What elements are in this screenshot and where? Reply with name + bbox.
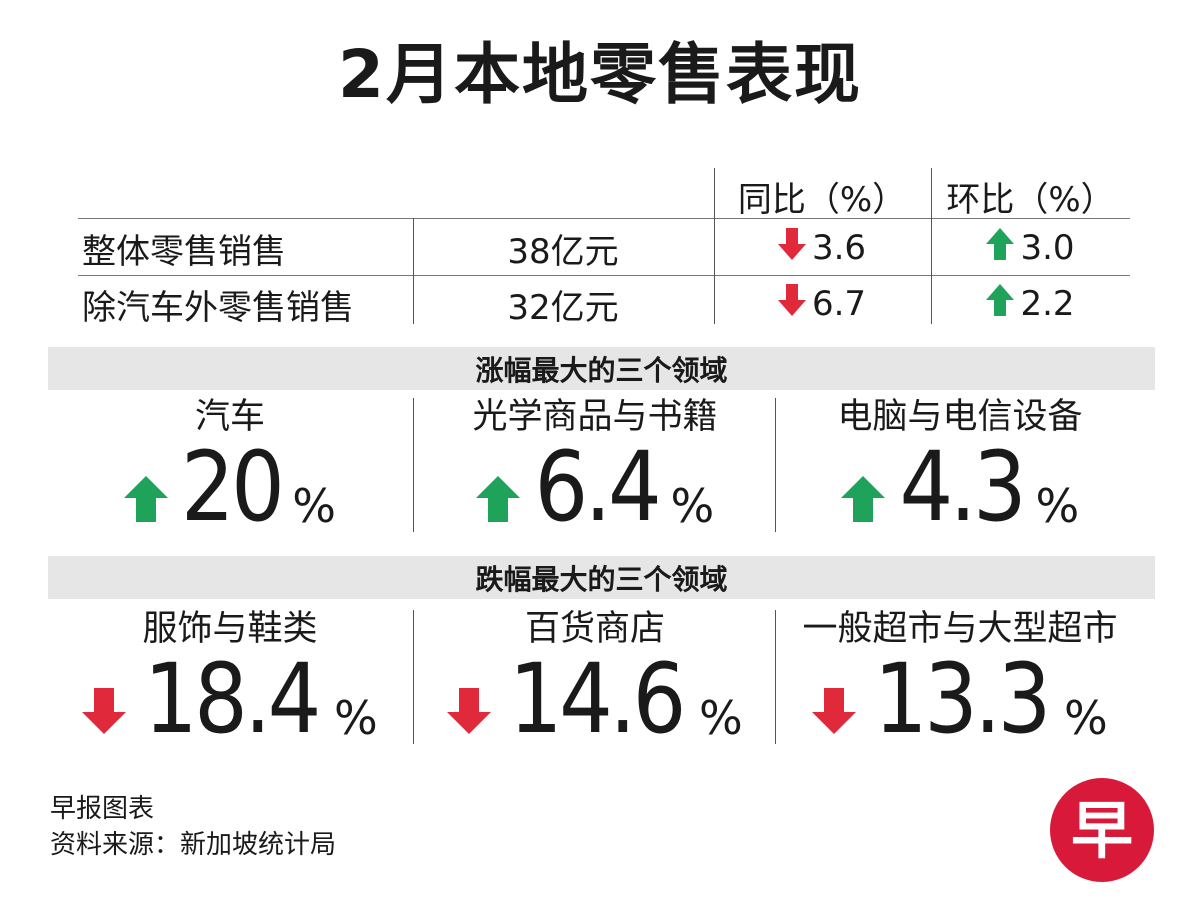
up-arrow-icon — [124, 476, 169, 525]
falling-item: 百货商店 14.6 % — [415, 612, 775, 747]
rising-heading: 涨幅最大的三个领域 — [48, 347, 1155, 390]
panel-divider — [413, 398, 414, 532]
page-title: 2月本地零售表现 — [338, 36, 862, 113]
up-arrow-icon — [475, 476, 520, 525]
item-label: 光学商品与书籍 — [472, 397, 718, 437]
table-row: 除汽车外零售销售 32亿元 6.7 2.2 — [78, 276, 1130, 332]
row-value: 32亿元 — [507, 287, 619, 328]
item-unit: % — [670, 479, 715, 533]
table-divider — [714, 168, 715, 324]
down-arrow-icon — [82, 688, 127, 737]
table-divider — [78, 275, 1130, 276]
table-divider — [78, 218, 1130, 219]
down-arrow-icon — [812, 688, 857, 737]
item-value: 6.4 — [534, 431, 661, 543]
table-header-row: 同比（%） 环比（%） — [78, 168, 1130, 224]
mom-value: 2.2 — [1020, 284, 1075, 324]
panel-divider — [775, 610, 776, 744]
header-yoy: 同比（%） — [737, 179, 907, 220]
up-arrow-icon — [840, 476, 885, 525]
zaobao-logo-icon: 早 — [1048, 776, 1156, 884]
down-arrow-icon — [447, 688, 492, 737]
row-value: 38亿元 — [507, 231, 619, 272]
falling-item: 一般超市与大型超市 13.3 % — [780, 609, 1140, 755]
logo-char: 早 — [1071, 794, 1133, 867]
item-unit: % — [699, 691, 743, 745]
item-unit: % — [1064, 691, 1108, 745]
down-arrow-icon — [777, 283, 806, 325]
yoy-value: 3.6 — [811, 228, 867, 268]
row-name: 除汽车外零售销售 — [82, 287, 354, 328]
panel-divider — [413, 610, 414, 744]
item-unit: % — [1035, 479, 1080, 533]
row-mom: 3.0 — [931, 220, 1130, 276]
rising-item: 光学商品与书籍 6.4 % — [415, 397, 775, 543]
item-label: 百货商店 — [524, 609, 665, 649]
footer-source: 资料来源：新加坡统计局 — [50, 830, 337, 860]
item-label: 电脑与电信设备 — [837, 397, 1083, 437]
row-mom: 2.2 — [931, 276, 1130, 332]
panel-divider — [775, 398, 776, 532]
up-arrow-icon — [986, 283, 1015, 325]
item-value: 18.4 — [144, 643, 322, 755]
down-arrow-icon — [777, 227, 806, 269]
mom-value: 3.0 — [1020, 228, 1075, 268]
header-mom: 环比（%） — [946, 179, 1115, 220]
item-unit: % — [292, 479, 336, 533]
table-row: 整体零售销售 38亿元 3.6 3.0 — [78, 220, 1130, 276]
rising-item: 电脑与电信设备 4.3 % — [780, 397, 1140, 543]
item-label: 一般超市与大型超市 — [802, 609, 1118, 649]
item-unit: % — [334, 691, 378, 745]
row-yoy: 3.6 — [714, 220, 930, 276]
up-arrow-icon — [986, 227, 1015, 269]
yoy-value: 6.7 — [811, 284, 867, 324]
row-name: 整体零售销售 — [82, 231, 286, 272]
item-label: 服饰与鞋类 — [142, 609, 318, 649]
item-value: 14.6 — [509, 643, 687, 755]
table-divider — [413, 218, 414, 324]
item-value: 4.3 — [899, 431, 1026, 543]
row-yoy: 6.7 — [714, 276, 930, 332]
table-divider — [931, 168, 932, 324]
item-value: 13.3 — [874, 643, 1052, 755]
item-label: 汽车 — [194, 397, 265, 437]
rising-item: 汽车 20 % — [50, 400, 410, 535]
falling-heading: 跌幅最大的三个领域 — [48, 556, 1155, 599]
footer-credit: 早报图表 — [50, 794, 155, 824]
item-value: 20 — [180, 431, 285, 543]
falling-item: 服饰与鞋类 18.4 % — [50, 612, 410, 747]
